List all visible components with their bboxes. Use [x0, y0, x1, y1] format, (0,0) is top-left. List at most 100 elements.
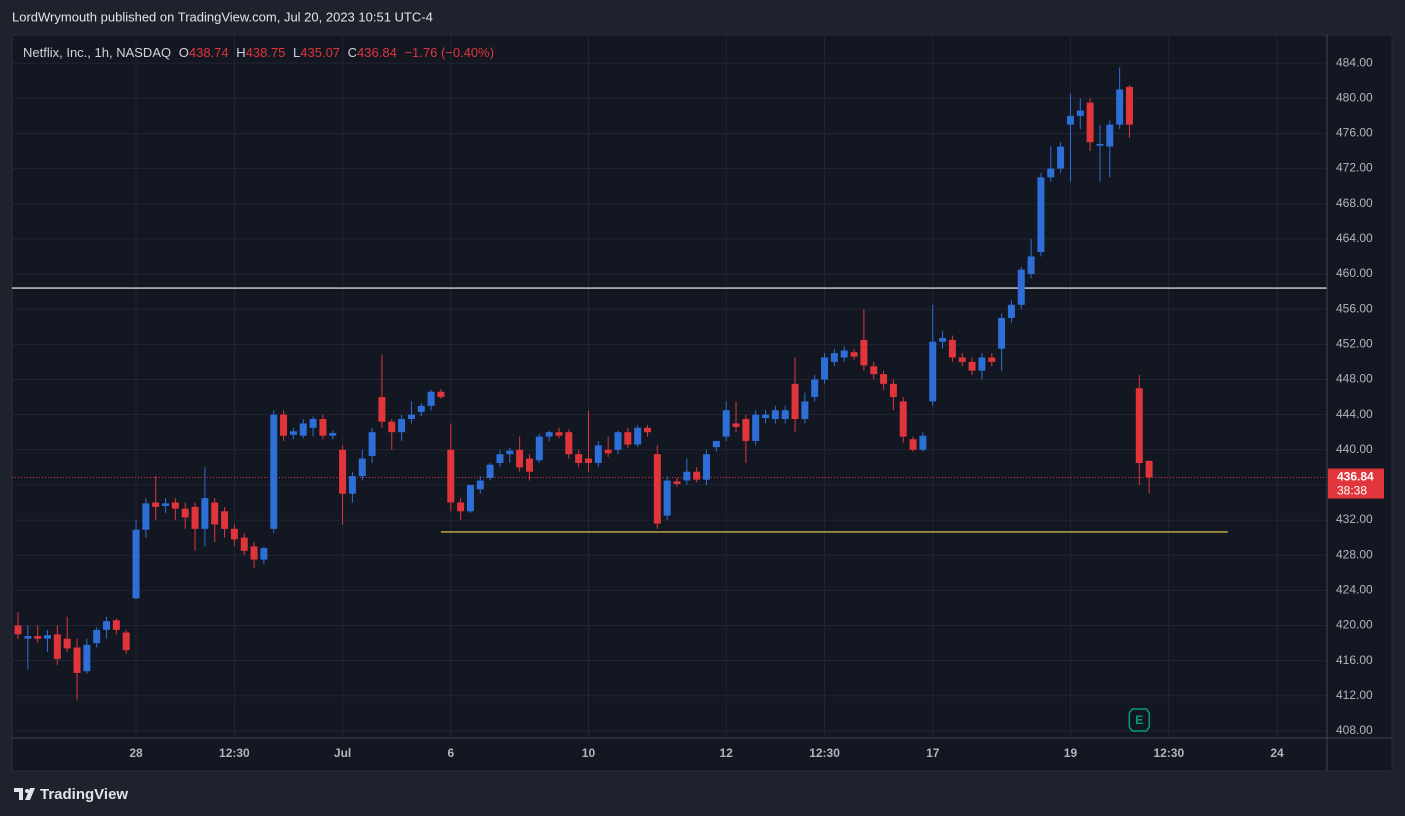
y-tick-label: 440.00	[1336, 442, 1373, 456]
candle-body	[260, 548, 268, 560]
candle-body	[722, 410, 730, 437]
candle-body	[929, 341, 937, 402]
legend-value: 436.84	[357, 45, 397, 60]
candle-body	[1057, 146, 1065, 169]
candle-body	[63, 638, 71, 649]
candle-body	[968, 361, 976, 371]
legend-label: O	[179, 45, 189, 60]
candle-body	[644, 427, 651, 433]
y-tick-label: 416.00	[1336, 653, 1373, 667]
candle-body	[1125, 86, 1133, 125]
candle-body	[211, 502, 219, 525]
candle-body	[280, 414, 288, 436]
candle-body	[53, 634, 61, 659]
candle-body	[1027, 256, 1035, 275]
candle-body	[584, 458, 592, 463]
x-tick-label: 12:30	[219, 746, 250, 760]
candle-body	[634, 427, 642, 445]
candle-body	[348, 476, 356, 494]
candle-body	[1047, 168, 1055, 178]
candle-body	[1017, 269, 1025, 305]
axes: 408.00 412.00 416.00 420.00 424.00 428.00 432.…	[129, 55, 1384, 760]
candle-body	[880, 374, 888, 384]
candle-body	[457, 502, 465, 512]
y-tick-label: 464.00	[1336, 231, 1373, 245]
candle-body	[466, 484, 474, 512]
candle-body	[103, 621, 111, 630]
candle-body	[899, 401, 907, 437]
candle-body	[152, 502, 160, 507]
candle-body	[998, 317, 1006, 349]
grid	[12, 35, 1327, 738]
candle-body	[653, 454, 661, 524]
candle-body	[447, 449, 455, 503]
candle-body	[978, 357, 986, 371]
candle-body	[732, 423, 740, 427]
candle-body	[34, 636, 42, 639]
candle-body	[781, 410, 789, 420]
candle-body	[742, 419, 750, 441]
candle-body	[889, 383, 897, 398]
legend-value: 438.75	[246, 45, 286, 60]
legend-label: C	[348, 45, 357, 60]
legend-value: 438.74	[189, 45, 229, 60]
candle-body	[417, 405, 425, 412]
candle-body	[407, 414, 415, 420]
candle-body	[1076, 110, 1084, 116]
last-price-tag	[1328, 468, 1384, 499]
candle-body	[909, 439, 917, 450]
candle-body	[142, 503, 150, 530]
y-tick-label: 448.00	[1336, 372, 1373, 386]
candle-body	[339, 449, 347, 494]
candle-body	[919, 435, 927, 450]
y-tick-label: 472.00	[1336, 161, 1373, 175]
candle-body	[270, 414, 278, 529]
candle-body	[840, 350, 848, 358]
candle-body	[486, 464, 494, 478]
y-tick-label: 432.00	[1336, 512, 1373, 526]
x-tick-label: 12	[720, 746, 734, 760]
candle-body	[230, 528, 238, 540]
candle-body	[132, 529, 140, 599]
candle-body	[476, 480, 484, 490]
candle-body	[289, 431, 297, 435]
candle-body	[1096, 143, 1104, 146]
candle-body	[594, 445, 602, 463]
legend-change: −1.76 (−0.40%)	[404, 45, 494, 60]
candle-body	[575, 454, 583, 463]
candle-body	[614, 432, 622, 450]
candle-body	[752, 414, 760, 441]
symbol: Netflix, Inc., 1h, NASDAQ	[23, 45, 171, 60]
x-tick-label: 17	[926, 746, 940, 760]
candle-body	[1086, 102, 1094, 143]
candle-body	[860, 339, 868, 366]
candle-body	[201, 498, 209, 529]
x-tick-label: 24	[1270, 746, 1284, 760]
y-tick-label: 468.00	[1336, 196, 1373, 210]
candle-body	[437, 391, 445, 398]
candles	[14, 67, 1153, 701]
candle-body	[44, 635, 52, 639]
y-tick-label: 456.00	[1336, 301, 1373, 315]
y-tick-label: 460.00	[1336, 266, 1373, 280]
y-tick-label: 484.00	[1336, 55, 1373, 69]
candle-body	[516, 449, 524, 468]
candle-body	[221, 511, 229, 529]
candle-body	[1106, 124, 1114, 147]
x-tick-label: Jul	[334, 746, 351, 760]
candle-body	[565, 432, 573, 455]
candle-body	[162, 503, 170, 507]
legend-label: H	[236, 45, 245, 60]
countdown-label: 38:38	[1337, 484, 1367, 498]
candle-body	[830, 353, 838, 362]
candle-body	[240, 537, 248, 551]
candle-body	[958, 357, 966, 362]
candle-body	[811, 379, 819, 398]
candle-body	[398, 419, 406, 433]
last-price-label: 436.84	[1337, 470, 1374, 484]
candle-body	[870, 366, 878, 375]
candle-body	[329, 433, 337, 436]
candle-body	[939, 338, 947, 342]
candle-body	[535, 436, 543, 461]
candle-body	[1135, 388, 1143, 463]
